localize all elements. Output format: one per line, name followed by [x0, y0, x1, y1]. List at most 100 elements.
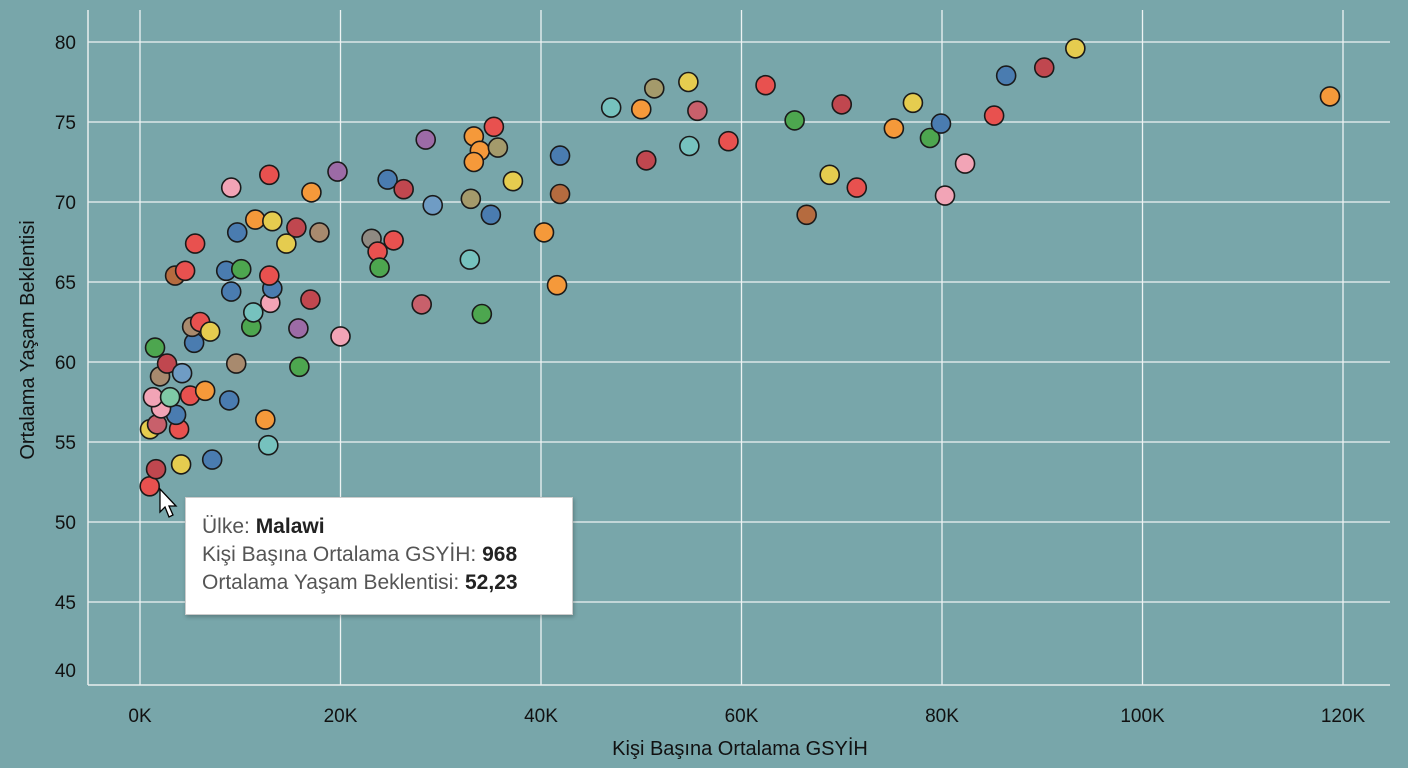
data-point: [201, 449, 223, 470]
data-point: [643, 78, 665, 99]
data-point: [755, 74, 776, 96]
data-point: [796, 204, 817, 226]
y-tick-label: 75: [55, 113, 76, 134]
tooltip-life-value: 52,23: [465, 571, 518, 594]
data-point: [242, 302, 264, 323]
data-point: [393, 178, 414, 200]
data-point: [220, 281, 242, 302]
y-tick-label: 55: [55, 433, 76, 454]
data-point: [902, 92, 924, 114]
x-tick-label: 0K: [128, 706, 152, 727]
data-point: [170, 454, 192, 475]
x-tick-label: 20K: [324, 706, 358, 727]
x-tick-label: 60K: [725, 706, 759, 727]
data-point: [276, 233, 297, 254]
y-tick-label: 65: [55, 273, 76, 294]
data-point: [301, 182, 322, 203]
data-point: [411, 294, 433, 315]
data-point: [383, 230, 404, 251]
data-point: [225, 353, 247, 374]
y-tick-label: 70: [55, 193, 76, 214]
x-tick-label: 100K: [1120, 706, 1165, 727]
y-tick-label: 60: [55, 353, 76, 374]
x-tick-label: 80K: [925, 706, 959, 727]
data-point: [145, 458, 167, 480]
data-point: [679, 135, 700, 157]
data-point: [718, 130, 739, 152]
data-point: [934, 185, 956, 206]
x-axis-label: Kişi Başına Ortalama GSYİH: [612, 737, 868, 760]
data-point: [262, 210, 283, 232]
tooltip-country-value: Malawi: [255, 515, 325, 538]
data-point: [687, 100, 708, 122]
data-point: [184, 233, 206, 254]
data-point: [199, 321, 221, 342]
data-point: [819, 164, 841, 186]
data-point: [635, 150, 657, 171]
data-point: [309, 222, 330, 243]
tooltip-life: Ortalama Yaşam Beklentisi: 52,23: [202, 569, 572, 597]
data-point: [919, 127, 941, 149]
data-point: [230, 258, 252, 280]
data-point: [330, 326, 351, 347]
tooltip-gdp-label: Kişi Başına Ortalama GSYİH:: [202, 543, 483, 566]
data-point: [218, 390, 240, 411]
data-point: [549, 145, 571, 166]
data-point: [255, 409, 276, 430]
data-point: [459, 249, 481, 270]
data-point: [259, 265, 280, 286]
data-point: [1065, 38, 1086, 59]
data-point: [784, 110, 805, 131]
data-point: [300, 289, 321, 310]
data-point: [471, 303, 493, 325]
tooltip-country-label: Ülke:: [202, 515, 256, 538]
data-point: [259, 164, 280, 186]
tooltip-gdp: Kişi Başına Ortalama GSYİH: 968: [202, 541, 572, 569]
data-point: [600, 97, 622, 118]
data-point: [954, 153, 976, 174]
data-point: [415, 129, 437, 150]
data-point: [244, 209, 266, 230]
data-point: [930, 113, 952, 134]
data-point: [533, 222, 555, 243]
data-point: [258, 434, 279, 456]
data-point: [194, 380, 216, 402]
x-tick-label: 120K: [1321, 706, 1366, 727]
data-point: [174, 260, 196, 282]
data-point: [156, 353, 178, 374]
data-point: [1319, 86, 1341, 107]
data-point: [549, 183, 571, 205]
data-point: [171, 362, 193, 384]
points: [139, 38, 1341, 497]
data-point: [483, 116, 505, 138]
data-point: [144, 337, 166, 358]
y-tick-label: 50: [55, 513, 76, 534]
tooltip-country: Ülke: Malawi: [202, 513, 572, 541]
data-point: [159, 386, 181, 408]
tooltip-gdp-value: 968: [482, 543, 518, 566]
data-point: [463, 151, 485, 173]
data-point: [883, 118, 905, 139]
data-point: [502, 170, 524, 192]
tooltip: Ülke: Malawi Kişi Başına Ortalama GSYİH:…: [185, 497, 573, 615]
data-point: [480, 204, 502, 226]
y-axis-label: Ortalama Yaşam Beklentisi: [17, 220, 39, 459]
data-point: [139, 476, 161, 497]
data-point: [995, 65, 1017, 86]
data-point: [286, 217, 307, 238]
data-point: [678, 71, 699, 93]
data-point: [142, 386, 164, 408]
data-point: [226, 222, 248, 243]
data-point: [831, 94, 853, 115]
data-point: [460, 188, 482, 210]
y-tick-label: 40: [55, 661, 76, 682]
data-point: [377, 169, 398, 190]
data-point: [1033, 57, 1055, 78]
data-point: [289, 356, 310, 378]
data-point: [288, 318, 309, 339]
data-point: [369, 257, 390, 278]
tick-labels: 0K 20K 40K 60K 80K 100K 120K 40 45 50 55 60 65 70 75 80: [55, 33, 1366, 727]
data-point: [422, 194, 444, 216]
cursor-icon: [159, 487, 178, 518]
